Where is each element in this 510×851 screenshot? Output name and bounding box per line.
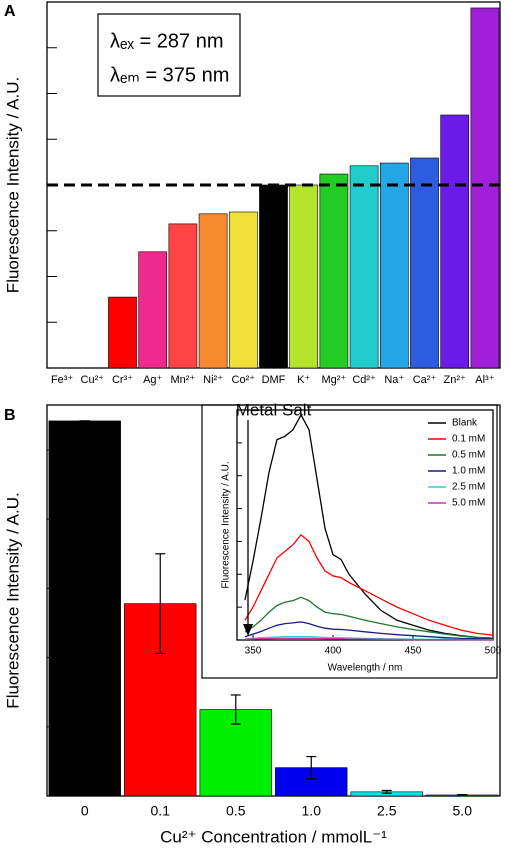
bar: [289, 184, 319, 369]
x-tick-label: 350: [245, 646, 262, 657]
legend-label: 0.1 mM: [452, 434, 485, 445]
x-tick-label: Ni²⁺: [203, 374, 223, 386]
x-tick-label: 0.5: [226, 803, 246, 819]
x-tick-label: 5.0: [453, 803, 473, 819]
x-tick-label: 0: [81, 803, 89, 819]
x-tick-label: 450: [405, 646, 422, 657]
plot-frame: [236, 409, 494, 641]
y-axis-label: Fluorescence Intensity / A.U.: [3, 492, 22, 708]
bar: [349, 165, 379, 369]
panel-label: A: [4, 3, 16, 20]
y-axis-label: Fluorescence Intensity / A.U.: [3, 77, 22, 293]
x-axis-label: Cu²⁺ Concentration / mmolL⁻¹: [160, 827, 387, 846]
annotation: λₑₘ = 375 nm: [110, 64, 229, 86]
x-tick-label: 1.0: [302, 803, 322, 819]
bar: [379, 162, 409, 369]
x-tick-label: Al³⁺: [475, 374, 494, 386]
bar: [319, 173, 349, 369]
bar: [228, 211, 258, 369]
bar: [108, 296, 137, 369]
x-tick-label: 500: [485, 646, 502, 657]
x-tick-label: 2.5: [377, 803, 397, 819]
legend-label: 5.0 mM: [452, 498, 485, 509]
x-axis-label: Wavelength / nm: [328, 663, 403, 674]
line-series: [244, 596, 494, 639]
bar: [198, 213, 228, 369]
bar: [138, 251, 168, 369]
legend-label: 1.0 mM: [452, 466, 485, 477]
annotation-box: [97, 13, 241, 97]
x-tick-label: Cd²⁺: [352, 374, 376, 386]
arrow-head: [243, 624, 253, 636]
line-series: [244, 533, 494, 636]
x-tick-label: Na⁺: [384, 374, 404, 386]
x-tick-label: Ag⁺: [143, 374, 162, 386]
x-tick-label: Co²⁺: [232, 374, 256, 386]
x-tick-label: 0.1: [151, 803, 171, 819]
bar: [48, 420, 121, 797]
line-series: [244, 637, 494, 641]
x-tick-label: Fe³⁺: [51, 374, 74, 386]
x-tick-label: Mn²⁺: [171, 374, 196, 386]
x-tick-label: DMF: [262, 374, 286, 386]
legend-label: 2.5 mM: [452, 482, 485, 493]
x-tick-label: Ca²⁺: [413, 374, 437, 386]
x-tick-label: Zn²⁺: [444, 374, 467, 386]
x-tick-label: Mg²⁺: [322, 374, 347, 386]
bar: [410, 157, 439, 369]
x-tick-label: Cr³⁺: [112, 374, 133, 386]
inset-frame: [201, 404, 498, 679]
line-series: [244, 621, 494, 640]
bar: [168, 223, 198, 369]
line-series: [244, 413, 494, 640]
legend-label: 0.5 mM: [452, 450, 485, 461]
x-tick-label: 400: [325, 646, 342, 657]
bar: [440, 114, 470, 369]
x-tick-label: Cu²⁺: [81, 374, 105, 386]
x-tick-label: K⁺: [297, 374, 310, 386]
y-axis-label: Fluorescence Intensity / A.U.: [221, 461, 232, 588]
bar: [470, 7, 500, 369]
legend-label: Blank: [452, 418, 478, 429]
bar: [259, 184, 288, 369]
plot-frame: [46, 404, 501, 797]
annotation: λₑₓ = 287 nm: [110, 30, 224, 52]
panel-label: B: [4, 407, 16, 424]
